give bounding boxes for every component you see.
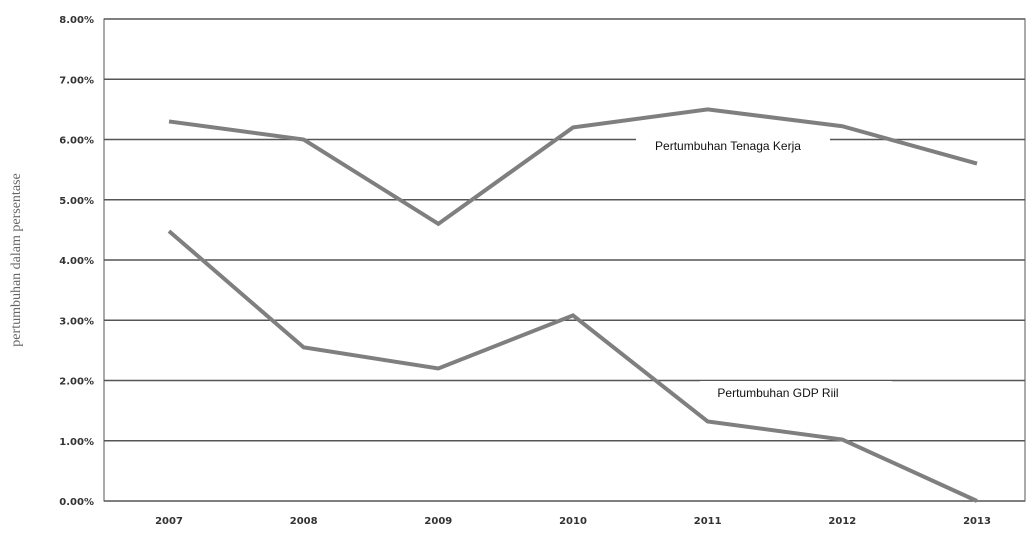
x-tick-label: 2012 [828, 516, 856, 527]
y-tick-label: 0.00% [59, 497, 94, 508]
y-tick-label: 5.00% [59, 196, 94, 207]
series-label-background [636, 134, 830, 158]
x-tick-labels: 2007 2008 2009 2010 2011 2012 2013 [155, 516, 991, 527]
y-tick-label: 1.00% [59, 437, 94, 448]
y-tick-labels: 0.00% 1.00% 2.00% 3.00% 4.00% 5.00% 6.00% 7.00%… [59, 15, 94, 508]
series-line-1 [168, 107, 978, 227]
x-tick-label: 2009 [424, 516, 452, 527]
series-label-background [700, 381, 892, 405]
series-label-1: Pertumbuhan Tenaga Kerja [655, 139, 801, 153]
y-tick-label: 3.00% [59, 316, 94, 327]
y-axis-label: pertumbuhan dalam persentase [9, 173, 24, 346]
x-tick-label: 2013 [963, 516, 991, 527]
series-label-2: Pertumbuhan GDP Riil [717, 386, 838, 400]
x-tick-label: 2011 [694, 516, 722, 527]
series-lines [167, 107, 978, 503]
series-line-2 [167, 229, 978, 503]
x-tick-label: 2008 [290, 516, 318, 527]
y-tick-label: 2.00% [59, 377, 94, 388]
y-tick-label: 7.00% [59, 75, 94, 86]
series-labels: Pertumbuhan Tenaga Kerja Pertumbuhan GDP … [636, 134, 892, 405]
x-tick-label: 2010 [559, 516, 587, 527]
y-tick-label: 8.00% [59, 15, 94, 26]
y-tick-label: 4.00% [59, 256, 94, 267]
y-tick-label: 6.00% [59, 136, 94, 147]
x-tick-label: 2007 [155, 516, 183, 527]
gridlines [104, 18, 1025, 502]
